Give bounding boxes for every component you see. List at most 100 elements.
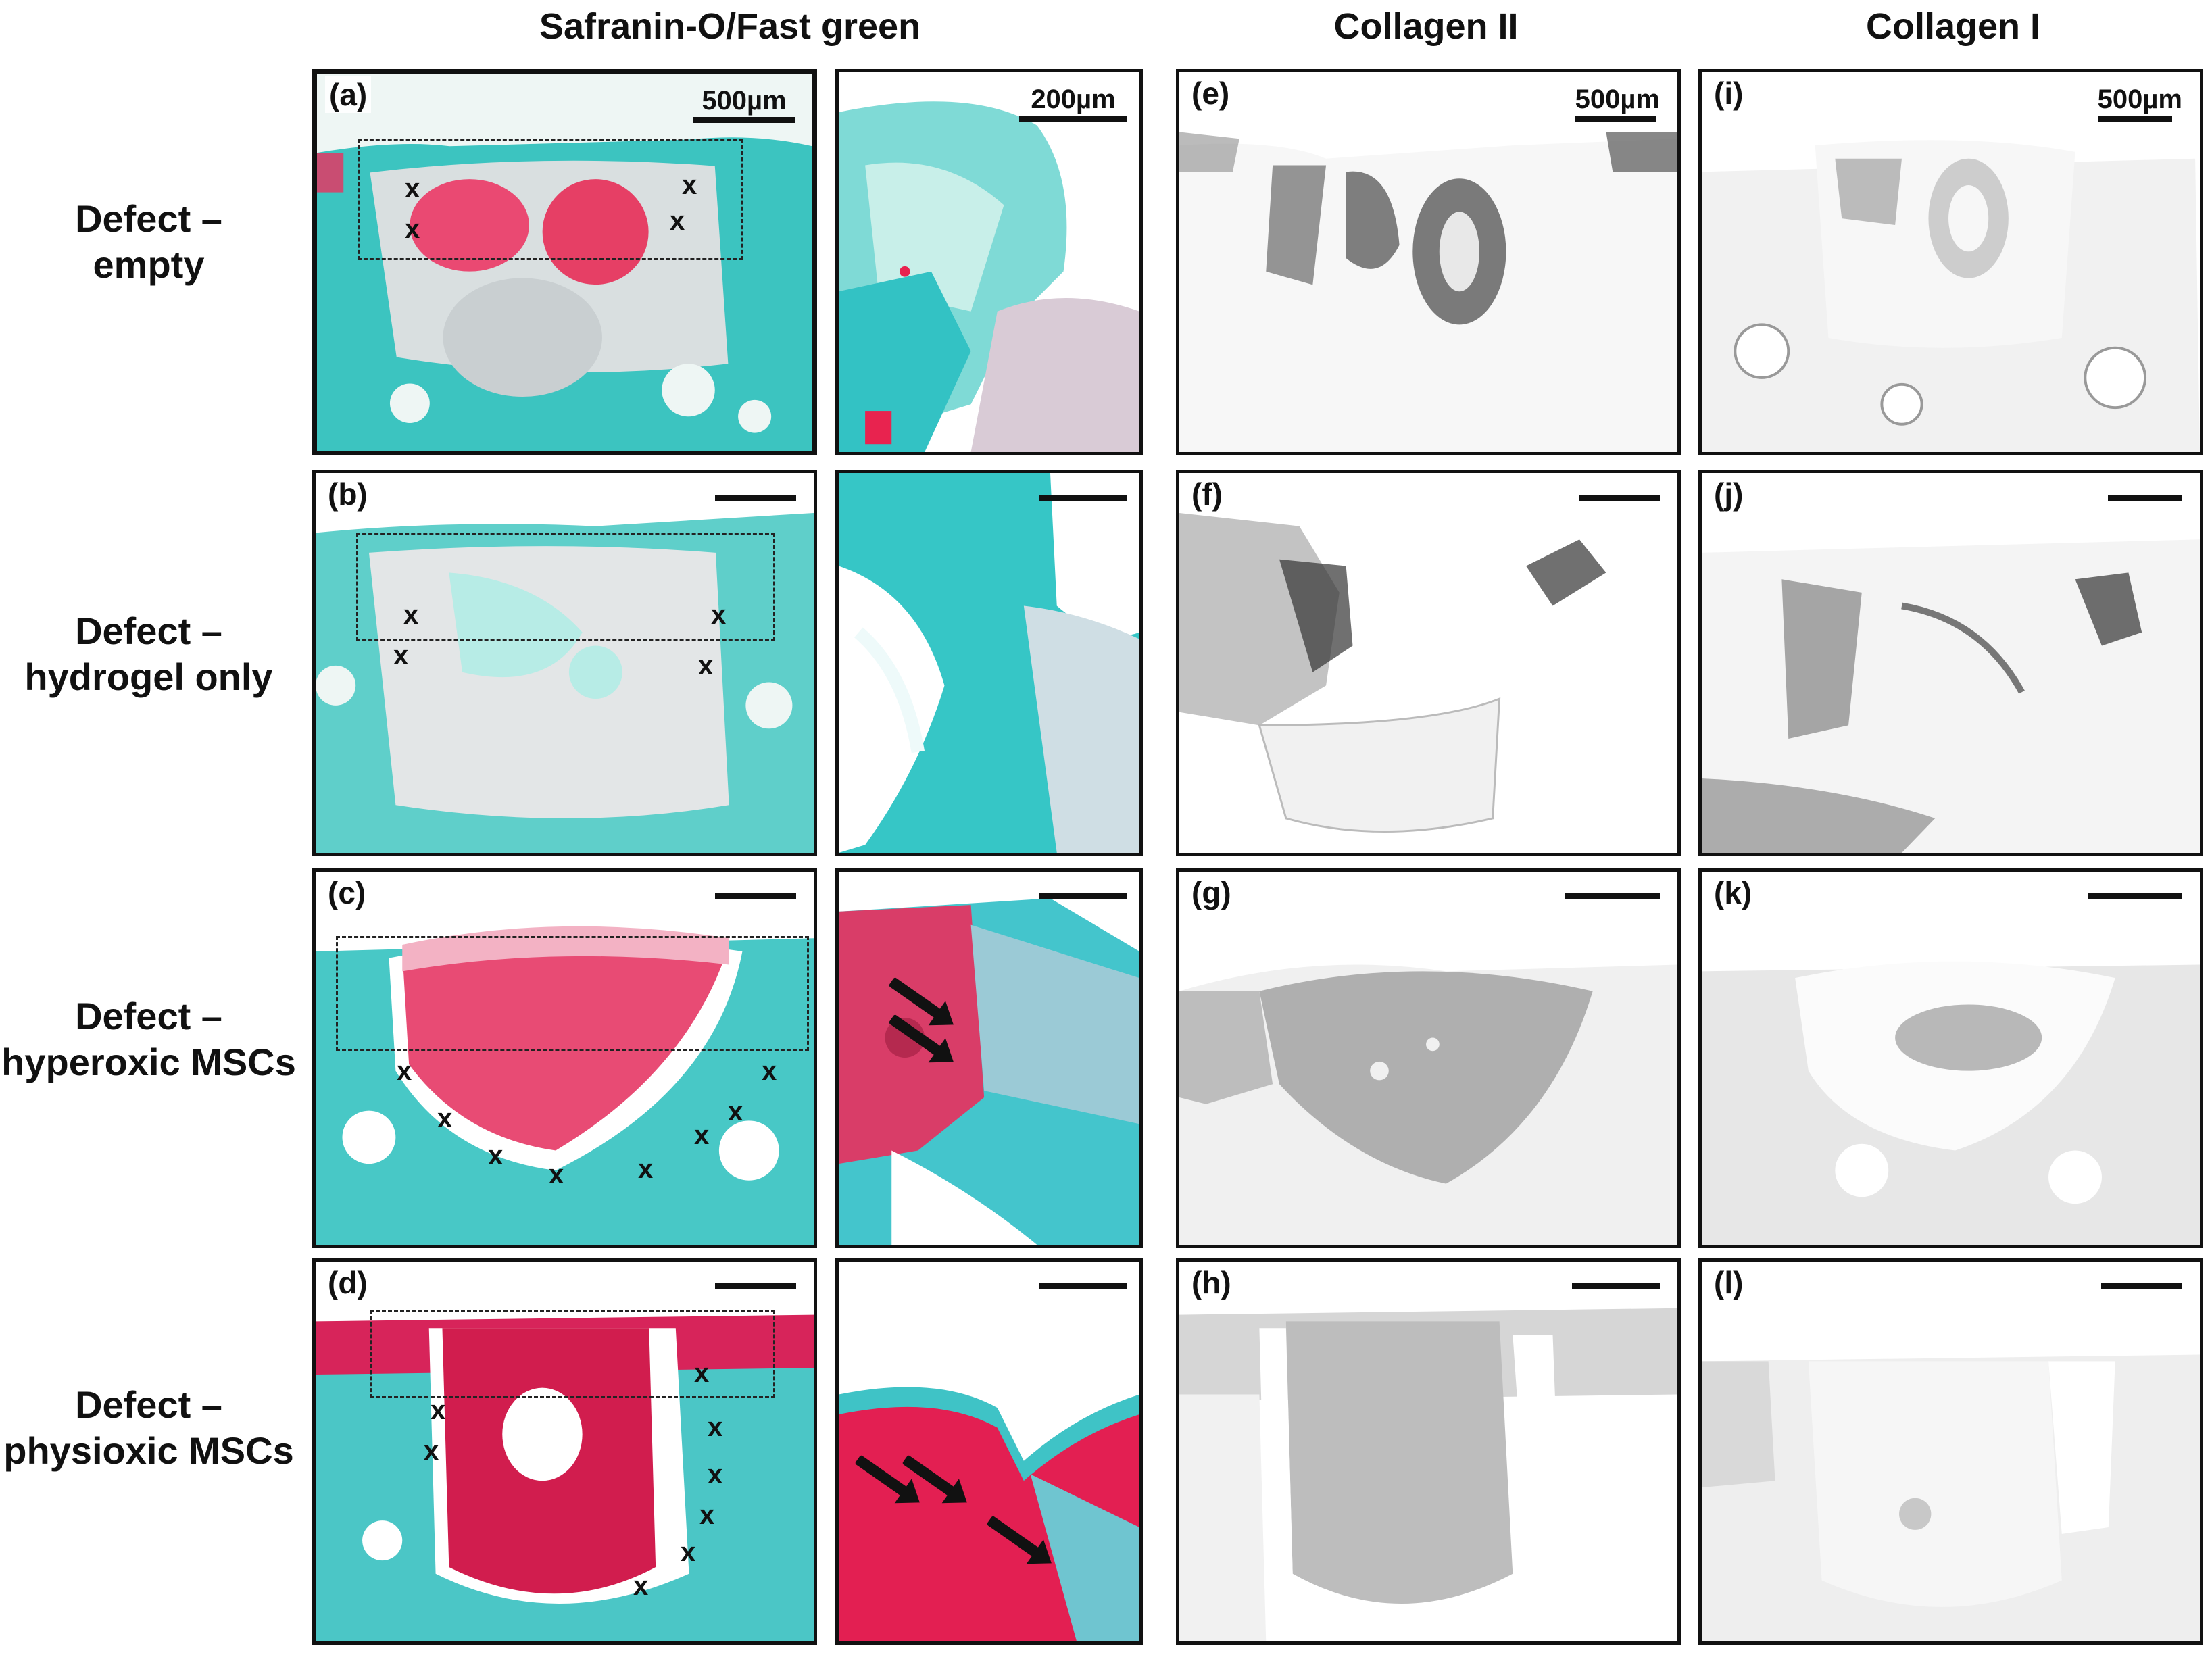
row-label-line1: Defect – — [75, 610, 222, 652]
scale-bar — [1039, 1282, 1127, 1289]
scale-bar — [715, 892, 796, 899]
region-of-interest-box — [370, 1310, 775, 1398]
row-label-line2: hyperoxic MSCs — [1, 1041, 296, 1083]
defect-marker: x — [708, 1460, 723, 1489]
row-label-line1: Defect – — [75, 995, 222, 1037]
panel-zoom-hyperoxic — [835, 868, 1143, 1248]
defect-marker: x — [681, 1537, 696, 1567]
histology-image — [839, 1262, 1139, 1641]
scale-bar — [2088, 892, 2182, 899]
defect-marker: x — [682, 170, 697, 200]
panel-label: (c) — [324, 874, 370, 911]
scale-bar — [2101, 1282, 2182, 1289]
scale-bar-line — [715, 893, 796, 899]
scale-bar-line — [715, 495, 796, 501]
scale-bar-label: 200µm — [1031, 84, 1116, 114]
histology-image — [839, 473, 1139, 853]
scale-bar-line — [1575, 116, 1656, 122]
defect-marker: x — [699, 1500, 715, 1530]
defect-marker: x — [488, 1141, 503, 1170]
defect-marker: x — [694, 1120, 710, 1150]
panel-zoom-empty: 200µm — [835, 69, 1143, 455]
scale-bar: 500µm — [693, 86, 795, 123]
scale-bar-line — [1019, 116, 1127, 122]
panel-d-safranin-physioxic: x x x x x x x x (d) — [312, 1258, 817, 1645]
histology-image — [1179, 72, 1677, 452]
panel-label: (f) — [1187, 476, 1227, 512]
panel-zoom-physioxic — [835, 1258, 1143, 1645]
scale-bar: 500µm — [1575, 84, 1660, 122]
scale-bar-label: 500µm — [702, 86, 787, 116]
panel-label: (k) — [1710, 874, 1756, 911]
row-label-empty: Defect – empty — [0, 196, 297, 288]
defect-marker: x — [405, 174, 420, 203]
row-label-line2: empty — [93, 243, 205, 286]
column-header-collagen-ii: Collagen II — [1333, 6, 1519, 47]
region-of-interest-box — [358, 139, 743, 260]
defect-marker: x — [670, 206, 685, 236]
histology-image — [1702, 872, 2200, 1245]
panel-label: (j) — [1710, 476, 1748, 512]
scale-bar — [1572, 1282, 1660, 1289]
defect-marker: x — [393, 641, 409, 670]
row-label-hydrogel: Defect – hydrogel only — [0, 608, 297, 700]
panel-c-safranin-hyperoxic: x x x x x x x x (c) — [312, 868, 817, 1248]
panel-i-collagen-i-empty: (i) 500µm — [1698, 69, 2203, 455]
panel-e-collagen-ii-empty: (e) 500µm — [1176, 69, 1681, 455]
scale-bar: 200µm — [1019, 84, 1127, 122]
histology-image — [316, 872, 814, 1245]
scale-bar-line — [1039, 1283, 1127, 1289]
histology-image — [1702, 473, 2200, 853]
defect-marker: x — [549, 1160, 564, 1189]
panel-j-collagen-i-hydrogel: (j) — [1698, 470, 2203, 856]
defect-marker: x — [405, 214, 420, 244]
scale-bar — [1565, 892, 1660, 899]
row-label-line2: hydrogel only — [24, 656, 273, 698]
panel-label: (l) — [1710, 1264, 1748, 1301]
panel-zoom-hydrogel — [835, 470, 1143, 856]
histology-image — [1702, 72, 2200, 452]
panel-label: (a) — [325, 76, 372, 113]
panel-b-safranin-hydrogel: x x x x (b) — [312, 470, 817, 856]
histology-image — [1179, 872, 1677, 1245]
histology-image — [1179, 473, 1677, 853]
row-label-line1: Defect – — [75, 1383, 222, 1426]
defect-marker: x — [437, 1104, 453, 1133]
scale-bar-line — [1039, 893, 1127, 899]
scale-bar-line — [715, 1283, 796, 1289]
panel-a-safranin-empty: x x x x (a) 500µm — [312, 69, 817, 455]
histology-image — [316, 473, 814, 853]
histology-image — [839, 72, 1139, 452]
scale-bar — [715, 493, 796, 501]
scale-bar-label: 500µm — [2097, 84, 2182, 114]
histology-image — [317, 74, 812, 451]
region-of-interest-box — [336, 936, 809, 1051]
defect-marker: x — [694, 1358, 710, 1388]
row-label-line2: physioxic MSCs — [3, 1429, 294, 1472]
scale-bar-line — [1565, 893, 1660, 899]
scale-bar-label: 500µm — [1575, 84, 1660, 114]
panel-label: (d) — [324, 1264, 372, 1301]
defect-marker: x — [711, 600, 727, 630]
row-label-line1: Defect – — [75, 197, 222, 240]
scale-bar: 500µm — [2097, 84, 2182, 122]
scale-bar-line — [1579, 495, 1660, 501]
panel-f-collagen-ii-hydrogel: (f) — [1176, 470, 1681, 856]
defect-marker: x — [403, 600, 419, 630]
row-label-hyperoxic: Defect – hyperoxic MSCs — [0, 993, 297, 1085]
row-label-physioxic: Defect – physioxic MSCs — [0, 1382, 297, 1474]
panel-label: (b) — [324, 476, 372, 512]
scale-bar-line — [1039, 495, 1127, 501]
defect-marker: x — [638, 1154, 654, 1184]
scale-bar — [1039, 892, 1127, 899]
scale-bar — [715, 1282, 796, 1289]
panel-label: (i) — [1710, 75, 1748, 112]
panel-l-collagen-i-physioxic: (l) — [1698, 1258, 2203, 1645]
panel-g-collagen-ii-hyperoxic: (g) — [1176, 868, 1681, 1248]
scale-bar-line — [693, 117, 795, 123]
scale-bar-line — [2088, 893, 2182, 899]
scale-bar-line — [2101, 1283, 2182, 1289]
defect-marker: x — [633, 1571, 649, 1601]
panel-k-collagen-i-hyperoxic: (k) — [1698, 868, 2203, 1248]
defect-marker: x — [698, 651, 714, 681]
